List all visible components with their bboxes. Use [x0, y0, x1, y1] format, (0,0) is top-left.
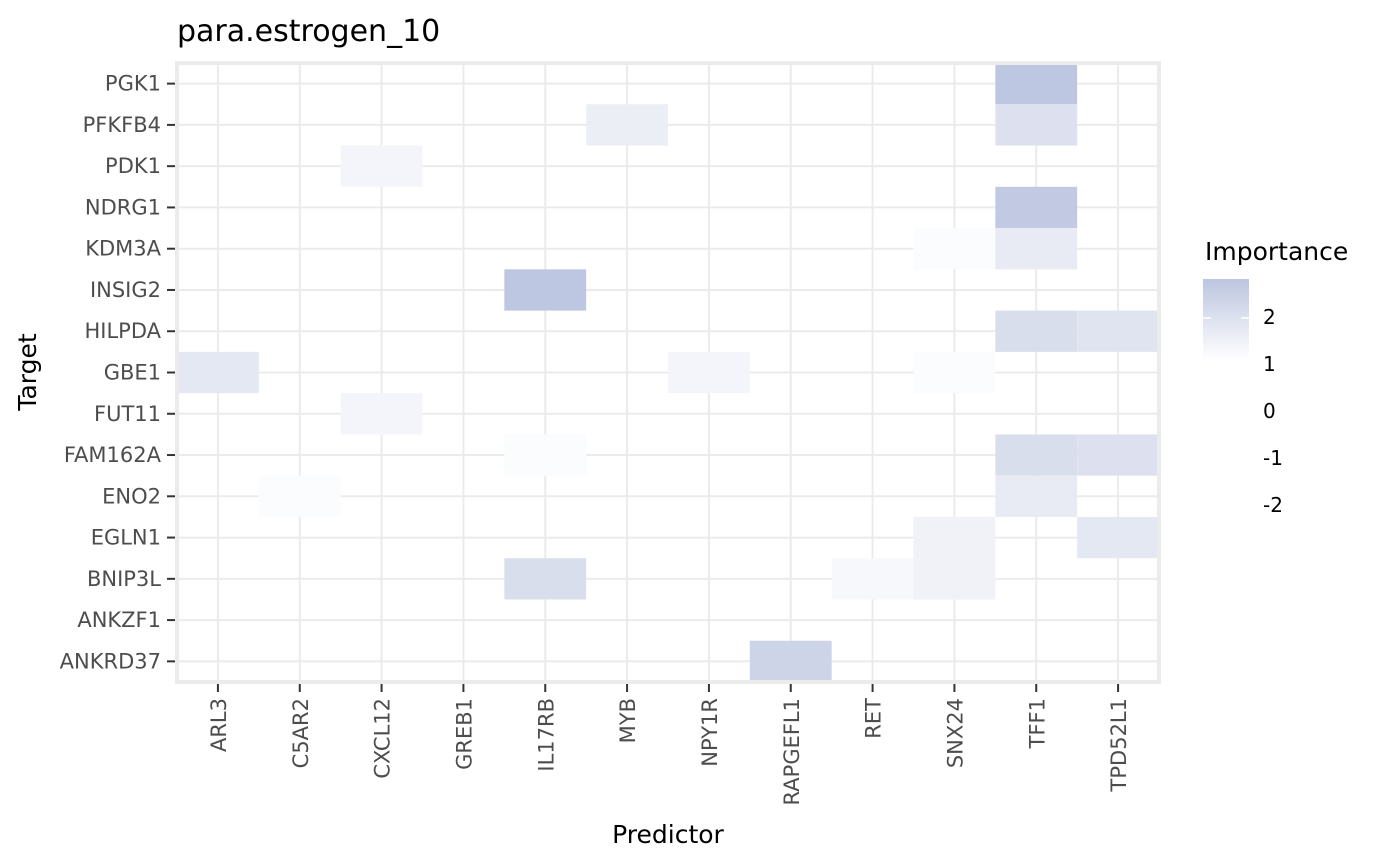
y-tick-label: PFKFB4: [83, 113, 161, 137]
x-tick-label: RAPGEFL1: [780, 698, 804, 805]
heatmap-cell: [1077, 310, 1159, 352]
heatmap-cell: [995, 228, 1078, 270]
heatmap-cell: [995, 434, 1078, 476]
x-tick-label: NPY1R: [698, 698, 722, 767]
x-tick-label: C5AR2: [289, 698, 313, 768]
plot-panel: [175, 61, 1161, 684]
x-tick-label: RET: [862, 698, 886, 739]
heatmap-cells: [177, 63, 1159, 682]
y-tick-label: ENO2: [102, 484, 161, 508]
x-tick-label: CXCL12: [371, 698, 395, 779]
heatmap-cell: [504, 269, 587, 311]
y-tick-label: FAM162A: [64, 443, 162, 467]
x-tick-label: MYB: [616, 698, 640, 743]
heatmap-cell: [913, 228, 996, 270]
x-axis: ARL3 C5AR2 CXCL12 GREB1 IL17RB MYB NPY1R RAPGEF…: [207, 684, 1131, 805]
legend-label: -1: [1263, 446, 1283, 470]
heatmap-cell: [340, 145, 423, 187]
chart-title: para.estrogen_10: [177, 14, 440, 49]
x-tick-label: TFF1: [1025, 698, 1049, 749]
legend-label: -2: [1263, 493, 1283, 517]
x-tick-label: TPD52L1: [1107, 698, 1131, 792]
x-tick-label: ARL3: [207, 698, 231, 752]
y-axis: PGK1 PFKFB4 PDK1 NDRG1 KDM3A INSIG2 HILPDA GBE1…: [60, 72, 175, 673]
legend-label: 2: [1263, 305, 1276, 329]
heatmap-cell: [913, 558, 996, 600]
legend-label: 1: [1263, 352, 1276, 376]
x-tick-label: GREB1: [452, 698, 476, 770]
y-tick-label: ANKRD37: [60, 649, 161, 673]
y-axis-title: Target: [13, 333, 42, 412]
heatmap-cell: [749, 640, 832, 682]
y-tick-label: BNIP3L: [87, 567, 161, 591]
heatmap-cell: [995, 310, 1078, 352]
heatmap-cell: [995, 63, 1078, 105]
heatmap-cell: [258, 475, 341, 517]
x-tick-label: IL17RB: [534, 698, 558, 772]
heatmap-cell: [995, 186, 1078, 229]
heatmap-cell: [504, 558, 587, 600]
y-tick-label: GBE1: [104, 361, 161, 385]
heatmap-cell: [668, 351, 750, 394]
y-tick-label: HILPDA: [84, 319, 161, 343]
heatmap-cell: [995, 104, 1078, 146]
y-tick-label: EGLN1: [91, 526, 161, 550]
heatmap-cell: [1077, 434, 1159, 476]
legend: Importance 2 1 0 -1 -2: [1203, 237, 1348, 517]
y-tick-label: INSIG2: [90, 278, 161, 302]
panel-border: [175, 61, 1161, 684]
heatmap-cell: [177, 351, 259, 394]
legend-colorbar: [1203, 279, 1249, 360]
heatmap-cell: [831, 558, 914, 600]
y-tick-label: NDRG1: [85, 195, 161, 219]
heatmap-cell: [913, 351, 996, 394]
y-tick-label: ANKZF1: [77, 608, 161, 632]
heatmap-cell: [913, 516, 996, 559]
x-axis-title: Predictor: [612, 820, 724, 849]
y-tick-label: FUT11: [94, 402, 161, 426]
y-tick-label: KDM3A: [85, 237, 161, 261]
heatmap-cell: [504, 434, 587, 476]
x-tick-label: SNX24: [943, 698, 967, 768]
legend-label: 0: [1263, 399, 1276, 423]
heatmap-cell: [995, 475, 1078, 517]
heatmap-cell: [1077, 516, 1159, 559]
heatmap-cell: [586, 104, 668, 146]
y-tick-label: PGK1: [105, 72, 161, 96]
legend-title: Importance: [1205, 237, 1348, 266]
heatmap-cell: [340, 393, 423, 435]
y-tick-label: PDK1: [105, 154, 161, 178]
